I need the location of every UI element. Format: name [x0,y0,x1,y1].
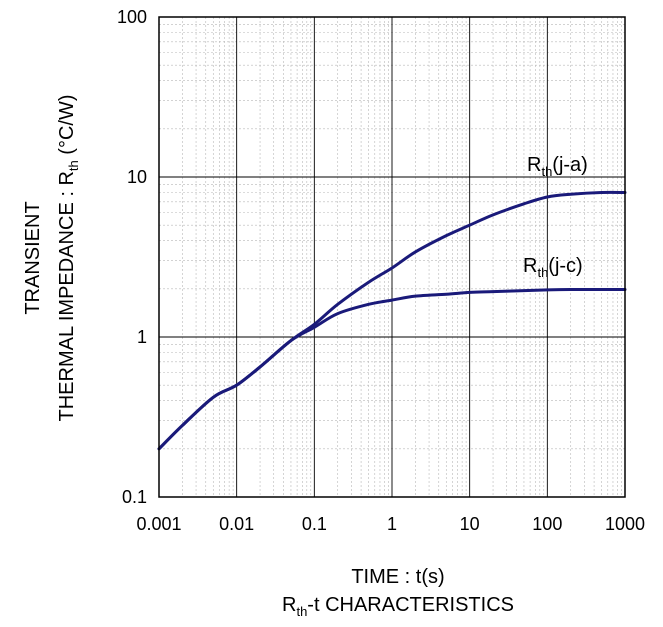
series-line-1 [157,288,627,451]
y-axis-label-line2: THERMAL IMPEDANCE : Rth (°C/W) [56,94,81,421]
y-axis-label-line1: TRANSIENT [22,201,44,314]
plot-frame [158,16,626,498]
y-tick-label: 1 [137,327,147,347]
x-tick-label: 1000 [605,514,645,534]
x-tick-label: 0.1 [302,514,327,534]
series-label-rth-j-c: Rth(j-c) [523,255,583,280]
x-tick-label: 0.001 [136,514,181,534]
x-tick-labels: 0.001 0.01 0.1 1 10 100 1000 [136,514,645,534]
x-tick-label: 0.01 [219,514,254,534]
series-layer [157,190,627,451]
y-tick-label: 0.1 [122,487,147,507]
chart-caption: Rth-t CHARACTERISTICS [282,594,514,619]
x-tick-label: 10 [460,514,480,534]
x-tick-label: 1 [387,514,397,534]
y-tick-label: 100 [117,7,147,27]
x-axis-label: TIME : t(s) [351,566,444,588]
major-grid [159,17,625,497]
series-label-rth-j-a: Rth(j-a) [527,154,588,179]
y-tick-labels: 0.1 1 10 100 [117,7,147,507]
x-tick-label: 100 [532,514,562,534]
y-tick-label: 10 [127,167,147,187]
